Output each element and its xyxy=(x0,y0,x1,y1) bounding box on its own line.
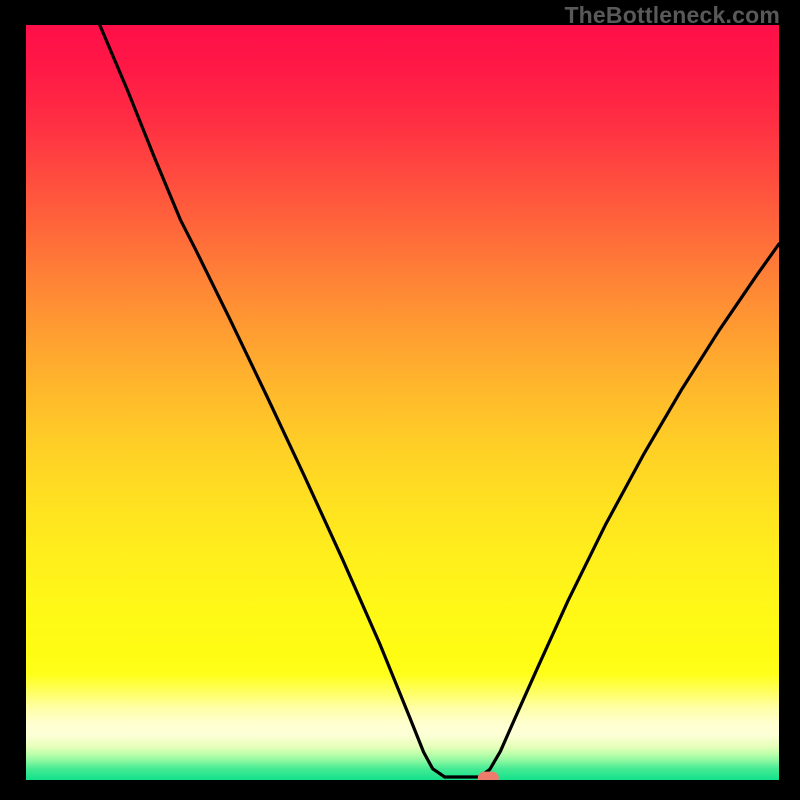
chart-stage: TheBottleneck.com xyxy=(0,0,800,800)
bottleneck-chart xyxy=(26,25,779,780)
gradient-background xyxy=(26,25,779,780)
optimal-point-marker xyxy=(478,772,499,780)
watermark-label: TheBottleneck.com xyxy=(564,2,780,29)
